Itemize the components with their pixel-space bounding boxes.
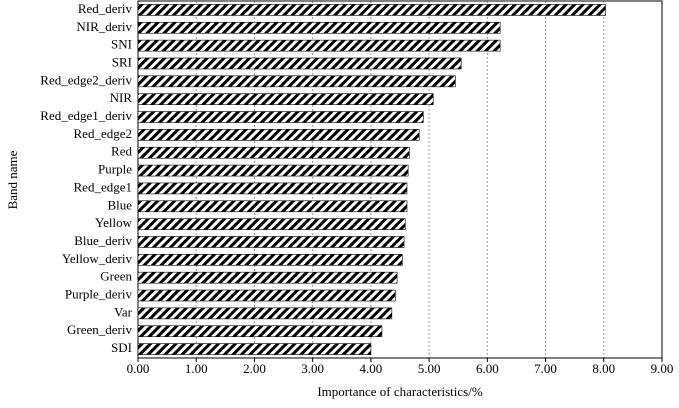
x-tick-label: 4.00 — [360, 361, 383, 376]
y-tick-label: Red_edge1_deriv — [40, 108, 132, 123]
plot-frame — [137, 0, 663, 359]
x-tick-label: 3.00 — [301, 361, 324, 376]
y-tick-label: Red_deriv — [78, 1, 133, 16]
bar — [137, 111, 424, 123]
x-tick-label: 5.00 — [418, 361, 441, 376]
y-axis-label: Band name — [5, 150, 20, 209]
y-tick-label: Blue_deriv — [74, 233, 132, 248]
y-tick-label: Blue — [107, 197, 132, 212]
bar — [137, 39, 501, 52]
y-tick-label: Red_edge1 — [74, 179, 132, 194]
y-tick-label: Red — [111, 144, 132, 159]
bar — [137, 21, 501, 34]
bar — [137, 218, 406, 230]
y-tick-label: Red_edge2 — [74, 126, 132, 141]
y-tick-label: SNI — [111, 37, 132, 52]
bar — [137, 93, 434, 105]
y-tick-label: Green — [100, 269, 132, 284]
bar — [137, 289, 396, 302]
bar — [137, 57, 462, 70]
y-tick-label: SDI — [111, 340, 132, 355]
x-tick-label: 1.00 — [185, 361, 208, 376]
y-tick-label: Var — [114, 304, 133, 319]
bar — [137, 307, 393, 320]
bar — [137, 200, 408, 213]
x-tick-label: 2.00 — [243, 361, 266, 376]
x-tick-label: 0.00 — [127, 361, 150, 376]
bar — [137, 164, 409, 177]
x-tick-label: 6.00 — [476, 361, 499, 376]
bar — [137, 236, 405, 248]
x-tick-label: 7.00 — [534, 361, 557, 376]
x-tick-label: 9.00 — [651, 361, 674, 376]
bar — [137, 343, 372, 355]
bar — [137, 254, 403, 266]
y-tick-label: Purple — [98, 162, 132, 177]
y-tick-label: NIR — [110, 90, 133, 105]
bar — [137, 146, 410, 159]
y-tick-label: SRI — [112, 54, 132, 69]
x-tick-label: 8.00 — [592, 361, 615, 376]
y-tick-label: NIR_deriv — [76, 19, 132, 34]
bar — [137, 4, 606, 16]
bar — [137, 325, 383, 338]
y-tick-label: Yellow_deriv — [62, 251, 133, 266]
y-tick-label: Green_deriv — [67, 322, 132, 337]
bar — [137, 75, 456, 88]
bar — [137, 271, 398, 284]
y-tick-label: Yellow — [95, 215, 133, 230]
x-axis-label: Importance of characteristics/% — [317, 384, 482, 399]
bar — [137, 129, 420, 141]
y-tick-label: Purple_deriv — [65, 287, 133, 302]
y-tick-label: Red_edge2_deriv — [40, 72, 132, 87]
bar — [137, 182, 408, 195]
